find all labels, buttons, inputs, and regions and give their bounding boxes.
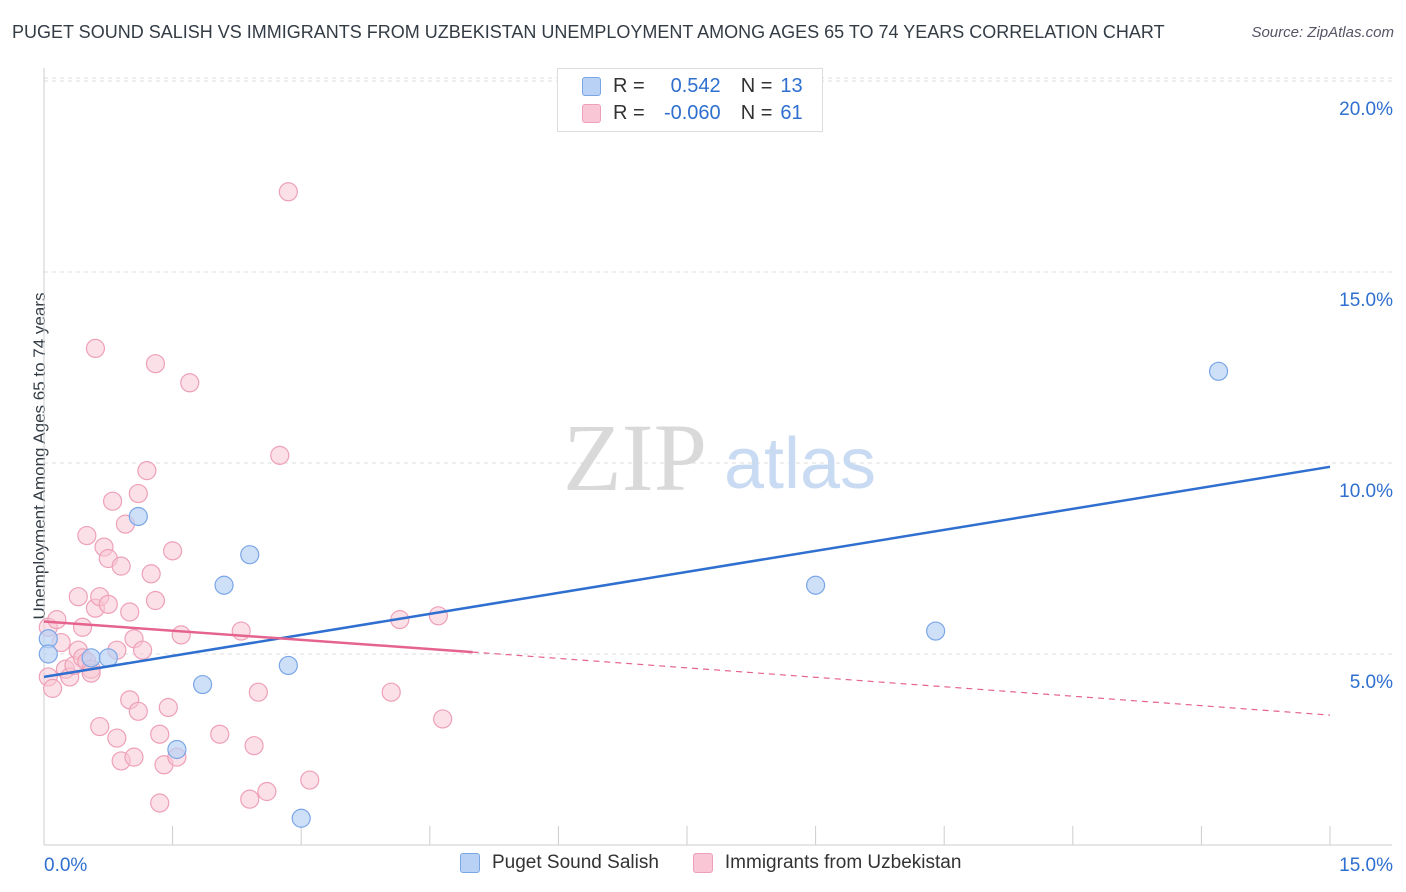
data-point-uzbekistan [42, 678, 63, 698]
data-point-uzbekistan [102, 491, 123, 511]
trend-line-uzbekistan-extension [472, 651, 1331, 716]
data-point-uzbekistan [47, 610, 67, 630]
data-point-uzbekistan [137, 461, 157, 481]
data-point-uzbekistan [150, 724, 170, 744]
n-label: N = [740, 101, 773, 124]
data-point-uzbekistan [210, 724, 230, 744]
r-label: R = [613, 101, 645, 124]
data-point-uzbekistan [433, 709, 453, 729]
data-point-uzbekistan [231, 621, 251, 641]
data-point-salish [128, 506, 148, 527]
data-point-uzbekistan [145, 354, 166, 374]
legend-label-uzbekistan: Immigrants from Uzbekistan [724, 852, 962, 873]
swatch-salish [460, 853, 480, 873]
data-point-uzbekistan [240, 789, 260, 809]
data-point-salish [81, 648, 101, 668]
data-point-uzbekistan [381, 682, 401, 702]
r-value: -0.060 [663, 101, 721, 124]
data-point-uzbekistan [128, 701, 148, 721]
legend-item-uzbekistan: Immigrants from Uzbekistan [692, 852, 962, 874]
y-tick-label: 5.0% [1350, 672, 1393, 693]
data-point-salish [214, 575, 234, 595]
chart-title: PUGET SOUND SALISH VS IMMIGRANTS FROM UZ… [12, 22, 1165, 42]
data-point-salish [193, 674, 213, 695]
data-point-salish [291, 808, 311, 828]
swatch-uzbekistan [582, 103, 601, 123]
axes [43, 68, 1392, 846]
data-point-uzbekistan [158, 697, 178, 718]
data-point-uzbekistan [85, 338, 106, 358]
series-uzbekistan-points [38, 182, 453, 813]
data-point-uzbekistan [248, 682, 268, 702]
data-point-uzbekistan [244, 736, 264, 756]
data-point-salish [926, 621, 946, 641]
data-point-uzbekistan [278, 182, 298, 202]
data-point-uzbekistan [124, 747, 144, 767]
data-point-uzbekistan [300, 770, 320, 790]
legend-label-salish: Puget Sound Salish [492, 852, 659, 873]
data-point-uzbekistan [171, 625, 191, 645]
data-point-salish [1208, 361, 1229, 381]
r-value: 0.542 [670, 74, 721, 97]
data-point-uzbekistan [150, 793, 170, 813]
n-label: N = [740, 74, 773, 97]
data-point-salish [278, 655, 298, 676]
data-point-salish [167, 739, 187, 760]
y-tick-label: 15.0% [1339, 290, 1393, 311]
trend-lines [43, 465, 1331, 716]
x-tick-label: 0.0% [44, 855, 87, 876]
series-legend: Puget Sound Salish Immigrants from Uzbek… [460, 852, 995, 874]
data-point-uzbekistan [72, 617, 93, 637]
n-value: 13 [780, 74, 803, 97]
y-tick-label: 20.0% [1339, 99, 1393, 120]
watermark-atlas: atlas [724, 424, 876, 504]
legend-row-uzbekistan: R = -0.060 N = 61 [582, 101, 803, 125]
data-point-uzbekistan [111, 556, 131, 576]
correlation-legend: R = 0.542 N = 13 R = -0.060 N = 61 [557, 68, 823, 132]
watermark-zip: ZIP [563, 404, 707, 511]
data-point-uzbekistan [128, 483, 148, 504]
data-point-uzbekistan [132, 640, 153, 660]
data-point-salish [805, 575, 826, 595]
data-point-uzbekistan [120, 602, 140, 622]
n-value: 61 [780, 101, 803, 124]
data-point-uzbekistan [107, 728, 127, 748]
data-point-uzbekistan [270, 445, 290, 465]
data-point-uzbekistan [163, 541, 183, 561]
data-point-uzbekistan [98, 594, 118, 614]
data-point-uzbekistan [141, 564, 161, 584]
data-point-uzbekistan [90, 716, 110, 737]
data-point-uzbekistan [145, 590, 166, 611]
data-point-uzbekistan [257, 781, 277, 802]
data-point-salish [240, 545, 260, 565]
data-point-uzbekistan [180, 373, 200, 393]
trend-line-salish [43, 465, 1331, 679]
data-point-uzbekistan [77, 525, 97, 546]
data-point-uzbekistan [428, 606, 448, 626]
series-salish-points [38, 361, 1229, 828]
x-tick-label: 15.0% [1339, 855, 1393, 876]
swatch-uzbekistan [692, 853, 713, 873]
y-tick-label: 10.0% [1339, 481, 1393, 502]
swatch-salish [582, 76, 601, 96]
legend-row-salish: R = 0.542 N = 13 [582, 74, 803, 98]
legend-item-salish: Puget Sound Salish [460, 852, 659, 874]
r-label: R = [613, 74, 645, 97]
watermark: ZIP atlas [563, 404, 876, 511]
data-point-uzbekistan [68, 587, 88, 607]
data-point-salish [38, 644, 58, 664]
tick-labels: 5.0% 10.0% 15.0% 20.0% 0.0% 15.0% [44, 99, 1393, 876]
source-label: Source: ZipAtlas.com [1251, 24, 1394, 41]
trend-line-uzbekistan [43, 620, 473, 654]
